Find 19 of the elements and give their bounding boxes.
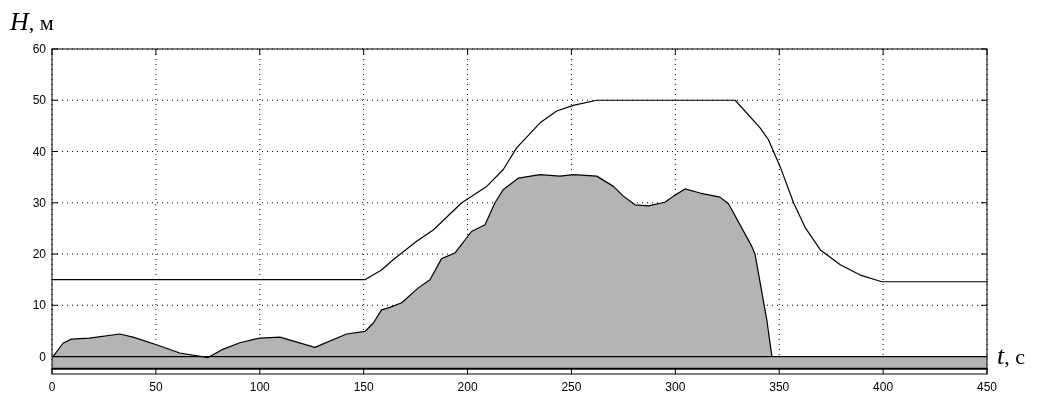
- y-axis-title: H, м: [9, 7, 54, 36]
- x-tick-label: 350: [769, 380, 790, 394]
- y-tick-label: 50: [32, 93, 47, 108]
- x-tick-label: 150: [353, 380, 374, 394]
- y-tick-label: 40: [32, 144, 47, 159]
- x-tick-label: 50: [149, 380, 163, 394]
- y-tick-label: 0: [39, 349, 47, 364]
- x-tick-label: 450: [976, 380, 998, 394]
- y-tick-label: 60: [32, 42, 47, 56]
- y-tick-label: 10: [32, 298, 47, 313]
- x-tick-label: 250: [561, 380, 582, 394]
- x-axis-title: t, с: [997, 340, 1026, 370]
- x-tick-label: 100: [249, 380, 271, 394]
- x-tick-label: 200: [457, 380, 478, 394]
- x-tick-label: 300: [665, 380, 686, 394]
- x-tick-label: 400: [873, 380, 894, 394]
- x-tick-label: 0: [48, 380, 56, 394]
- y-tick-label: 20: [32, 247, 47, 262]
- y-tick-label: 30: [32, 195, 47, 210]
